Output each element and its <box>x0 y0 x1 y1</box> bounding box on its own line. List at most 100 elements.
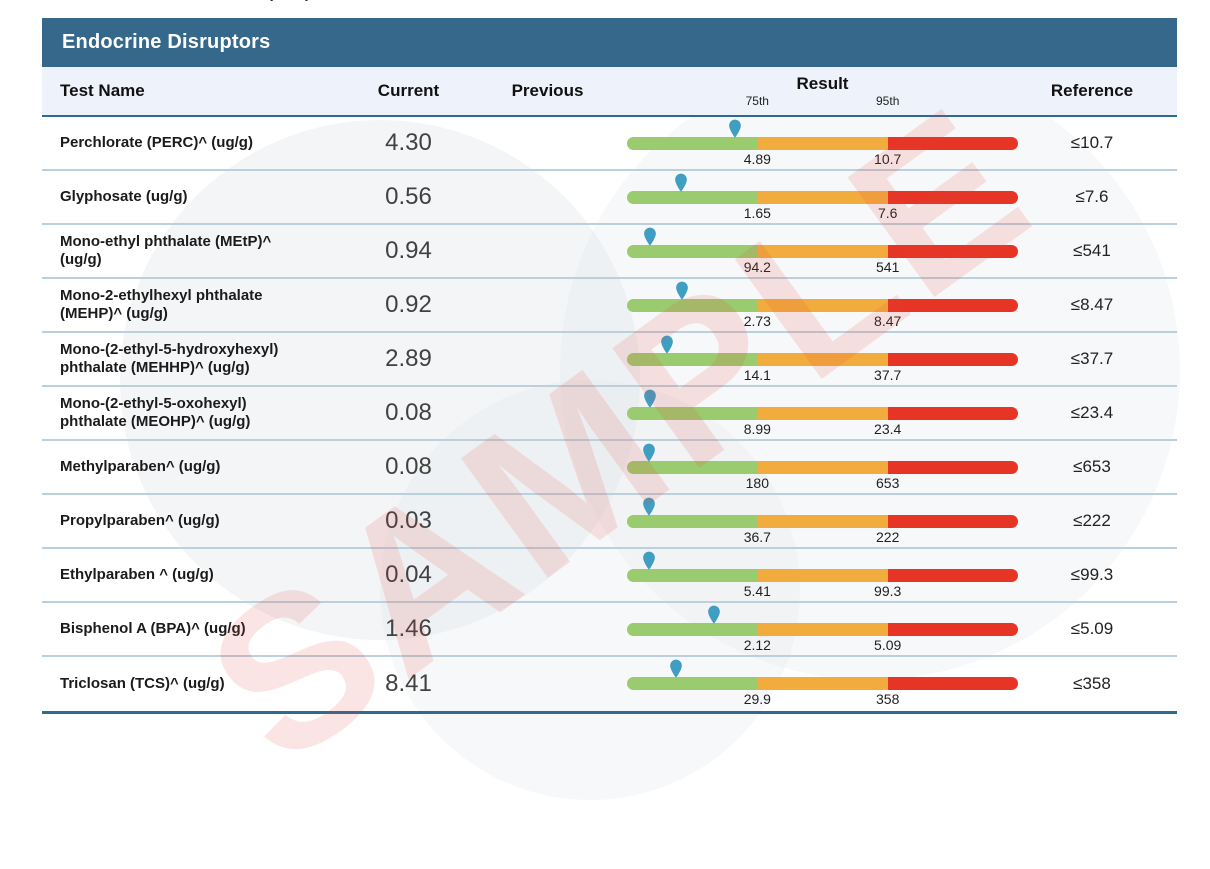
column-header-current: Current <box>377 81 440 100</box>
range-bar-track <box>627 623 1018 636</box>
previous-value <box>475 603 620 655</box>
percentile-75-value: 1.65 <box>743 205 771 221</box>
reference-value: ≤99.3 <box>1070 565 1114 584</box>
range-bar-track <box>627 191 1018 204</box>
percentile-75-value: 5.41 <box>743 583 771 599</box>
percentile-75-value: 8.99 <box>743 421 771 437</box>
previous-value <box>475 225 620 277</box>
range-bar-track <box>627 407 1018 420</box>
normal-range-segment <box>627 299 758 312</box>
range-bar-track <box>627 245 1018 258</box>
previous-value <box>475 441 620 493</box>
reference-value: ≤10.7 <box>1070 133 1114 152</box>
reference-value: ≤7.6 <box>1075 187 1109 206</box>
column-header-reference: Reference <box>1050 81 1134 100</box>
range-bar-track <box>627 569 1018 582</box>
table-row: Mono-ethyl phthalate (MEtP)^ (ug/g) 0.94… <box>42 225 1177 279</box>
percentile-75-value: 14.1 <box>743 367 771 383</box>
result-marker-icon <box>644 389 656 408</box>
range-bar: 29.9 358 <box>627 657 1018 711</box>
elevated-range-segment <box>757 245 888 258</box>
test-name: Mono-ethyl phthalate (MEtP)^ (ug/g) <box>60 233 272 268</box>
range-bar-track <box>627 353 1018 366</box>
test-name: Methylparaben^ (ug/g) <box>60 458 221 475</box>
current-value: 0.03 <box>385 507 432 534</box>
percentile-75-value: 36.7 <box>743 529 771 545</box>
reference-value: ≤37.7 <box>1070 349 1114 368</box>
high-range-segment <box>887 353 1018 366</box>
percentile-95-value: 37.7 <box>874 367 902 383</box>
current-value: 0.08 <box>385 399 432 426</box>
percentile-95-header: 95th <box>876 94 900 108</box>
result-range-bar-cell: 5.41 99.3 <box>620 549 1027 601</box>
high-range-segment <box>887 569 1018 582</box>
range-bar: 94.2 541 <box>627 225 1018 277</box>
result-marker-icon <box>643 497 655 516</box>
range-bar: 180 653 <box>627 441 1018 493</box>
current-value: 4.30 <box>385 129 432 156</box>
percentile-75-value: 94.2 <box>743 259 771 275</box>
current-value: 0.56 <box>385 183 432 210</box>
percentile-75-value: 2.73 <box>743 313 771 329</box>
percentile-95-value: 5.09 <box>874 637 902 653</box>
normal-range-segment <box>627 515 758 528</box>
range-bar: 1.65 7.6 <box>627 171 1018 223</box>
normal-range-segment <box>627 623 758 636</box>
result-marker-icon <box>670 659 682 678</box>
result-range-bar-cell: 94.2 541 <box>620 225 1027 277</box>
table-row: Methylparaben^ (ug/g) 0.08 180 653 ≤653 <box>42 441 1177 495</box>
result-range-bar-cell: 14.1 37.7 <box>620 333 1027 385</box>
reference-value: ≤222 <box>1073 511 1111 530</box>
percentile-75-value: 180 <box>745 475 769 491</box>
range-bar-track <box>627 299 1018 312</box>
current-value: 8.41 <box>385 670 432 697</box>
high-range-segment <box>887 137 1018 150</box>
percentile-95-value: 541 <box>875 259 900 275</box>
previous-value <box>475 171 620 223</box>
high-range-segment <box>887 623 1018 636</box>
range-bar-track <box>627 515 1018 528</box>
test-name: Mono-(2-ethyl-5-oxohexyl) phthalate (MEO… <box>60 395 251 430</box>
current-value: 2.89 <box>385 345 432 372</box>
normal-range-segment <box>627 245 758 258</box>
result-marker-icon <box>707 605 720 624</box>
result-range-bar-cell: 36.7 222 <box>620 495 1027 547</box>
high-range-segment <box>887 461 1018 474</box>
current-value: 1.46 <box>385 615 432 642</box>
percentile-75-value: 29.9 <box>743 691 771 707</box>
test-name: Ethylparaben ^ (ug/g) <box>60 566 214 583</box>
result-range-bar-cell: 2.12 5.09 <box>620 603 1027 655</box>
endocrine-disruptors-table: Endocrine Disruptors Test Name Current P… <box>42 18 1177 714</box>
elevated-range-segment <box>757 353 888 366</box>
range-bar: 2.73 8.47 <box>627 279 1018 331</box>
test-name: Perchlorate (PERC)^ (ug/g) <box>60 134 253 151</box>
reference-value: ≤23.4 <box>1070 403 1114 422</box>
table-body: Perchlorate (PERC)^ (ug/g) 4.30 4.89 10.… <box>42 117 1177 711</box>
result-range-bar-cell: 8.99 23.4 <box>620 387 1027 439</box>
previous-value <box>475 495 620 547</box>
column-header-result: Result 75th 95th <box>620 67 1027 115</box>
previous-value <box>475 657 620 711</box>
previous-value <box>475 333 620 385</box>
current-value: 0.04 <box>385 561 432 588</box>
elevated-range-segment <box>757 191 888 204</box>
range-bar-track <box>627 677 1018 690</box>
percentile-95-value: 358 <box>875 691 900 707</box>
elevated-range-segment <box>757 677 888 690</box>
range-bar-track <box>627 461 1018 474</box>
range-bar: 4.89 10.7 <box>627 117 1018 169</box>
percentile-75-value: 4.89 <box>743 151 771 167</box>
percentile-95-value: 653 <box>875 475 900 491</box>
result-range-bar-cell: 2.73 8.47 <box>620 279 1027 331</box>
table-row: Glyphosate (ug/g) 0.56 1.65 7.6 ≤7.6 <box>42 171 1177 225</box>
normal-range-segment <box>627 677 758 690</box>
reference-value: ≤541 <box>1073 241 1111 260</box>
percentile-95-value: 222 <box>875 529 900 545</box>
high-range-segment <box>887 677 1018 690</box>
percentile-75-header: 75th <box>745 94 769 108</box>
result-marker-icon <box>729 119 741 138</box>
normal-range-segment <box>627 353 758 366</box>
result-header-label: Result <box>796 74 849 93</box>
test-name: Mono-2-ethylhexyl phthalate (MEHP)^ (ug/… <box>60 287 263 322</box>
percentile-95-value: 99.3 <box>874 583 902 599</box>
